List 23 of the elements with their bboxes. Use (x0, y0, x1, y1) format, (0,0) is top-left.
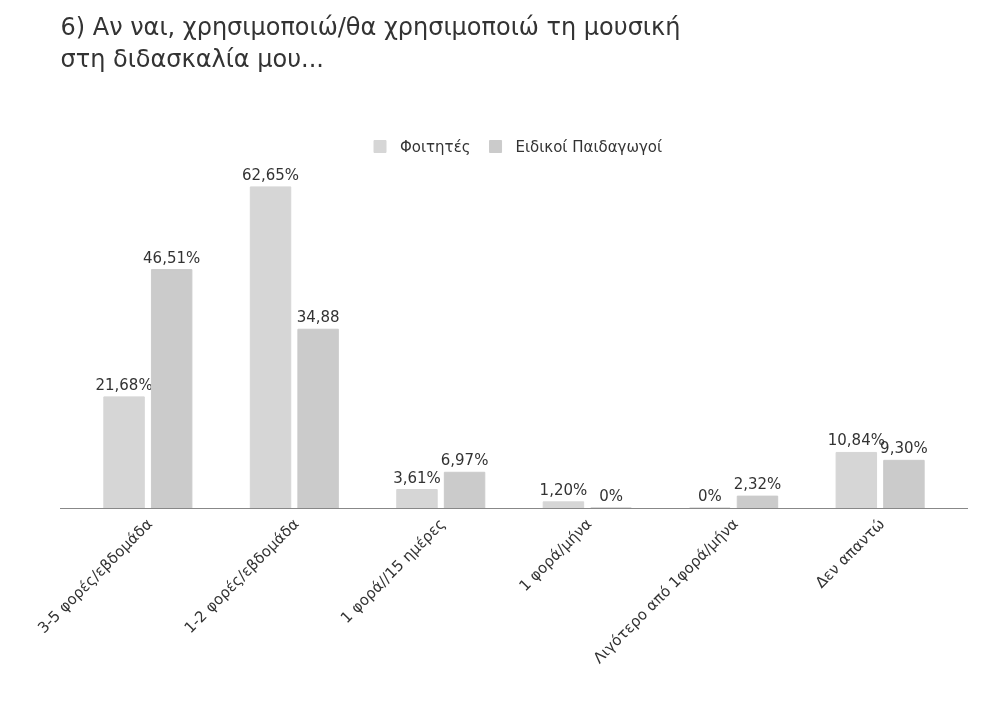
data-label: 6,97% (440, 451, 489, 470)
bar (103, 396, 145, 508)
legend-label: Ειδικοί Παιδαγωγοί (515, 138, 663, 157)
legend-label: Φοιτητές (400, 138, 471, 157)
data-label: 34,88 (296, 308, 340, 327)
data-label: 0% (599, 487, 623, 505)
data-label: 62,65% (241, 165, 300, 184)
data-label: 1,20% (539, 480, 588, 499)
bar (249, 186, 292, 508)
chart-title: 6) Αν ναι, χρησιμοποιώ/θα χρησιμοποιώ τη μουσική στη διδασκαλία μου... (60, 13, 681, 73)
bar (736, 495, 779, 508)
bar (297, 328, 339, 508)
bar (443, 471, 486, 508)
bar (835, 451, 878, 508)
data-label: 46,51% (143, 248, 201, 267)
bar (150, 269, 193, 508)
data-label: 3,61% (393, 468, 441, 487)
data-label: 0% (697, 487, 722, 505)
data-label: 2,32% (733, 475, 782, 494)
data-label: 21,68% (95, 375, 153, 394)
bar (542, 501, 585, 508)
bar (396, 489, 438, 508)
bar (883, 459, 925, 508)
